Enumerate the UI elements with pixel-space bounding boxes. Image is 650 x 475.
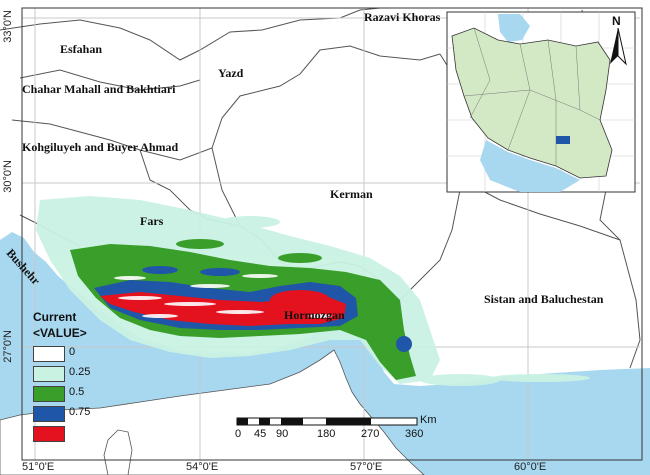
legend-item [33,426,173,442]
legend-item: 0.5 [33,386,173,402]
legend-label: 0.25 [69,366,91,378]
inset-iran [451,27,613,179]
lon-tick-51: 51°0'E [22,461,55,473]
north-label: N [612,14,621,28]
region-label-razavi: Razavi Khoras [364,10,441,24]
lat-tick-27: 27°0'N [2,330,14,363]
lat-tick-30: 30°0'N [2,160,14,193]
legend-item: 0.25 [33,366,173,382]
legend-item: 0 [33,346,173,362]
region-label-chahar-mahall: Chahar Mahall and Bakhtiari [22,82,176,96]
scale-label-180: 180 [317,428,336,440]
scale-bar [236,417,418,426]
lat-tick-33: 33°0'N [2,10,14,43]
scale-label-270: 270 [361,428,380,440]
arabia-land [0,349,425,475]
scale-label-360: 360 [405,428,424,440]
inset-caspian [498,14,530,42]
region-label-esfahan: Esfahan [60,42,103,56]
map-frame [21,7,643,461]
north-arrow-icon [610,27,627,66]
inset-gulf [480,140,580,192]
lon-tick-54: 54°0'E [186,461,219,473]
inset-study-area [556,136,570,144]
relief-gaps [114,274,332,318]
scale-label-90: 90 [276,428,289,440]
legend-subtitle: <VALUE> [33,326,87,340]
scale-unit: Km [420,414,437,426]
legend-title: Current [33,310,77,324]
legend-label: 0 [69,346,76,358]
region-label-kerman: Kerman [330,187,373,201]
legend-label: 0.75 [69,406,91,418]
legend-swatch-05 [33,386,65,402]
region-label-kohgiluyeh: Kohgiluyeh and Buyer Ahmad [22,140,179,154]
lon-tick-60: 60°0'E [514,461,547,473]
legend-swatch-0 [33,346,65,362]
region-label-fars: Fars [140,214,164,228]
inset-map [446,11,636,193]
legend-label: 0.5 [69,386,85,398]
scale-label-45: 45 [254,428,267,440]
region-label-sistan: Sistan and Baluchestan [484,292,604,306]
scale-label-0: 0 [235,428,242,440]
region-label-hormozgan: Hormozgan [284,308,345,322]
region-label-yazd: Yazd [218,66,244,80]
legend-swatch-1 [33,426,65,442]
legend-swatch-025 [33,366,65,382]
qatar-land [103,429,133,475]
legend-swatch-075 [33,406,65,422]
legend-item: 0.75 [33,406,173,422]
lon-tick-57: 57°0'E [350,461,383,473]
